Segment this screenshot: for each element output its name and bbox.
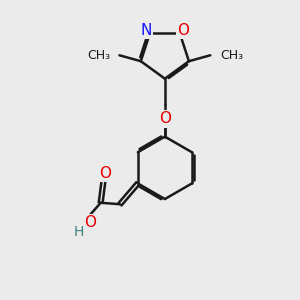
Text: O: O — [177, 23, 189, 38]
Text: N: N — [141, 23, 152, 38]
Text: O: O — [99, 166, 111, 181]
Text: CH₃: CH₃ — [221, 49, 244, 62]
Text: O: O — [84, 215, 96, 230]
Text: CH₃: CH₃ — [87, 49, 110, 62]
Text: O: O — [159, 111, 171, 126]
Text: H: H — [73, 226, 84, 239]
